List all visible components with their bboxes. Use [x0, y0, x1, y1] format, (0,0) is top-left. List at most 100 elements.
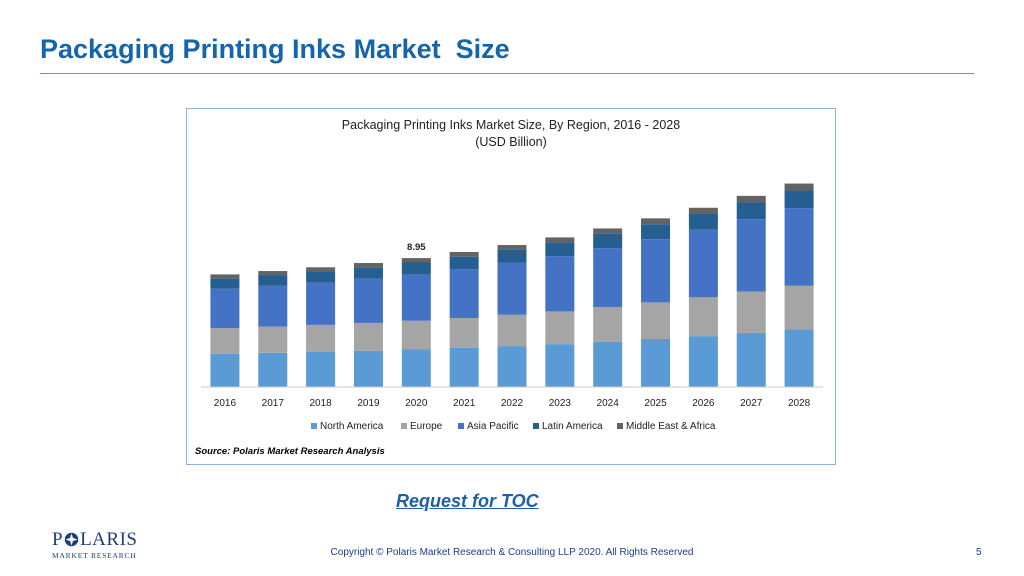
- polaris-logo: P LARIS MARKET RESEARCH: [52, 530, 137, 560]
- bar-segment: [497, 314, 527, 347]
- bar-segment: [593, 233, 623, 249]
- chart-title: Packaging Printing Inks Market Size, By …: [342, 118, 680, 132]
- bar-segment: [210, 278, 240, 289]
- x-tick-label: 2027: [740, 398, 763, 409]
- bar-segment: [306, 267, 336, 272]
- bar-segment: [736, 219, 766, 292]
- request-toc-link[interactable]: Request for TOC: [396, 491, 539, 511]
- stacked-bar-chart: Packaging Printing Inks Market Size, By …: [201, 118, 823, 432]
- bar-segment: [401, 349, 431, 387]
- bar-segment: [688, 297, 718, 337]
- bar-segment: [545, 344, 575, 387]
- bar-segment: [401, 274, 431, 321]
- legend-label: Middle East & Africa: [626, 421, 716, 432]
- page-number: 5: [976, 547, 982, 558]
- bar-segment: [688, 213, 718, 230]
- x-tick-label: 2017: [262, 398, 285, 409]
- legend-swatch: [533, 423, 539, 429]
- bar-segment: [258, 326, 288, 353]
- bar-segment: [449, 347, 479, 387]
- bar-segment: [736, 332, 766, 387]
- bar-segment: [688, 207, 718, 214]
- bar-segment: [401, 320, 431, 350]
- x-tick-label: 2022: [501, 398, 524, 409]
- chart-legend: North America Europe Asia Pacific Latin Ame…: [311, 421, 716, 432]
- x-tick-label: 2021: [453, 398, 476, 409]
- bar-segment: [353, 263, 383, 268]
- bar-segment: [401, 258, 431, 263]
- legend-label: Asia Pacific: [467, 421, 519, 432]
- bar-segment: [210, 353, 240, 387]
- bar-segment: [353, 350, 383, 387]
- bar-segment: [258, 285, 288, 327]
- bar-segment: [258, 275, 288, 286]
- bar-segment: [306, 271, 336, 283]
- bar-segment: [784, 190, 814, 209]
- bar-segment: [401, 262, 431, 275]
- bar-segment: [210, 328, 240, 354]
- legend-label: Latin America: [542, 421, 603, 432]
- bar-segment: [736, 202, 766, 220]
- bar-segment: [784, 329, 814, 387]
- bar-segment: [497, 249, 527, 263]
- bar-segment: [258, 271, 288, 276]
- bar-segment: [497, 262, 527, 315]
- x-tick-label: 2028: [788, 398, 811, 409]
- bar-segment: [353, 278, 383, 323]
- bar-segment: [784, 285, 814, 330]
- logo-subtitle: MARKET RESEARCH: [52, 551, 137, 560]
- bar-segment: [784, 183, 814, 191]
- bar-segment: [258, 352, 288, 387]
- bar-group: [210, 183, 814, 387]
- title-divider: [40, 73, 974, 74]
- data-labels: 8.95: [407, 242, 426, 253]
- page-title: Packaging Printing Inks Market Size: [40, 34, 510, 64]
- data-label: 8.95: [407, 242, 426, 253]
- bar-segment: [306, 324, 336, 352]
- bar-segment: [593, 228, 623, 234]
- bar-segment: [545, 237, 575, 243]
- bar-segment: [449, 256, 479, 270]
- x-tick-label: 2020: [405, 398, 428, 409]
- chart-panel: Packaging Printing Inks Market Size, By …: [186, 108, 836, 465]
- bar-segment: [641, 239, 671, 303]
- bar-segment: [593, 307, 623, 342]
- x-tick-label: 2026: [692, 398, 715, 409]
- legend-swatch: [401, 423, 407, 429]
- legend-label: North America: [320, 421, 384, 432]
- copyright-notice: Copyright © Polaris Market Research & Co…: [330, 547, 694, 558]
- star-icon: [64, 532, 79, 547]
- bar-segment: [210, 288, 240, 329]
- legend-label: Europe: [410, 421, 443, 432]
- bar-segment: [497, 346, 527, 387]
- x-tick-label: 2018: [309, 398, 332, 409]
- bar-segment: [210, 274, 240, 279]
- bar-segment: [784, 208, 814, 286]
- legend-swatch: [458, 423, 464, 429]
- legend-swatch: [617, 423, 623, 429]
- bar-segment: [545, 256, 575, 312]
- bar-segment: [641, 224, 671, 240]
- x-tick-label: 2019: [357, 398, 380, 409]
- bar-segment: [353, 267, 383, 279]
- legend-swatch: [311, 423, 317, 429]
- bar-segment: [306, 282, 336, 325]
- bar-segment: [353, 322, 383, 351]
- bar-segment: [736, 291, 766, 333]
- x-tick-label: 2025: [644, 398, 667, 409]
- bar-segment: [449, 269, 479, 319]
- bar-segment: [497, 245, 527, 250]
- bar-segment: [688, 229, 718, 298]
- bar-segment: [593, 248, 623, 308]
- chart-subtitle: (USD Billion): [475, 135, 547, 149]
- bar-segment: [593, 341, 623, 387]
- bar-segment: [736, 195, 766, 203]
- bar-segment: [688, 336, 718, 387]
- logo-wordmark: P LARIS: [52, 529, 138, 550]
- x-tick-label: 2024: [597, 398, 620, 409]
- bar-segment: [449, 318, 479, 348]
- x-tick-label: 2016: [214, 398, 237, 409]
- bar-segment: [545, 242, 575, 257]
- bar-segment: [545, 311, 575, 345]
- chart-source: Source: Polaris Market Research Analysis: [195, 446, 385, 457]
